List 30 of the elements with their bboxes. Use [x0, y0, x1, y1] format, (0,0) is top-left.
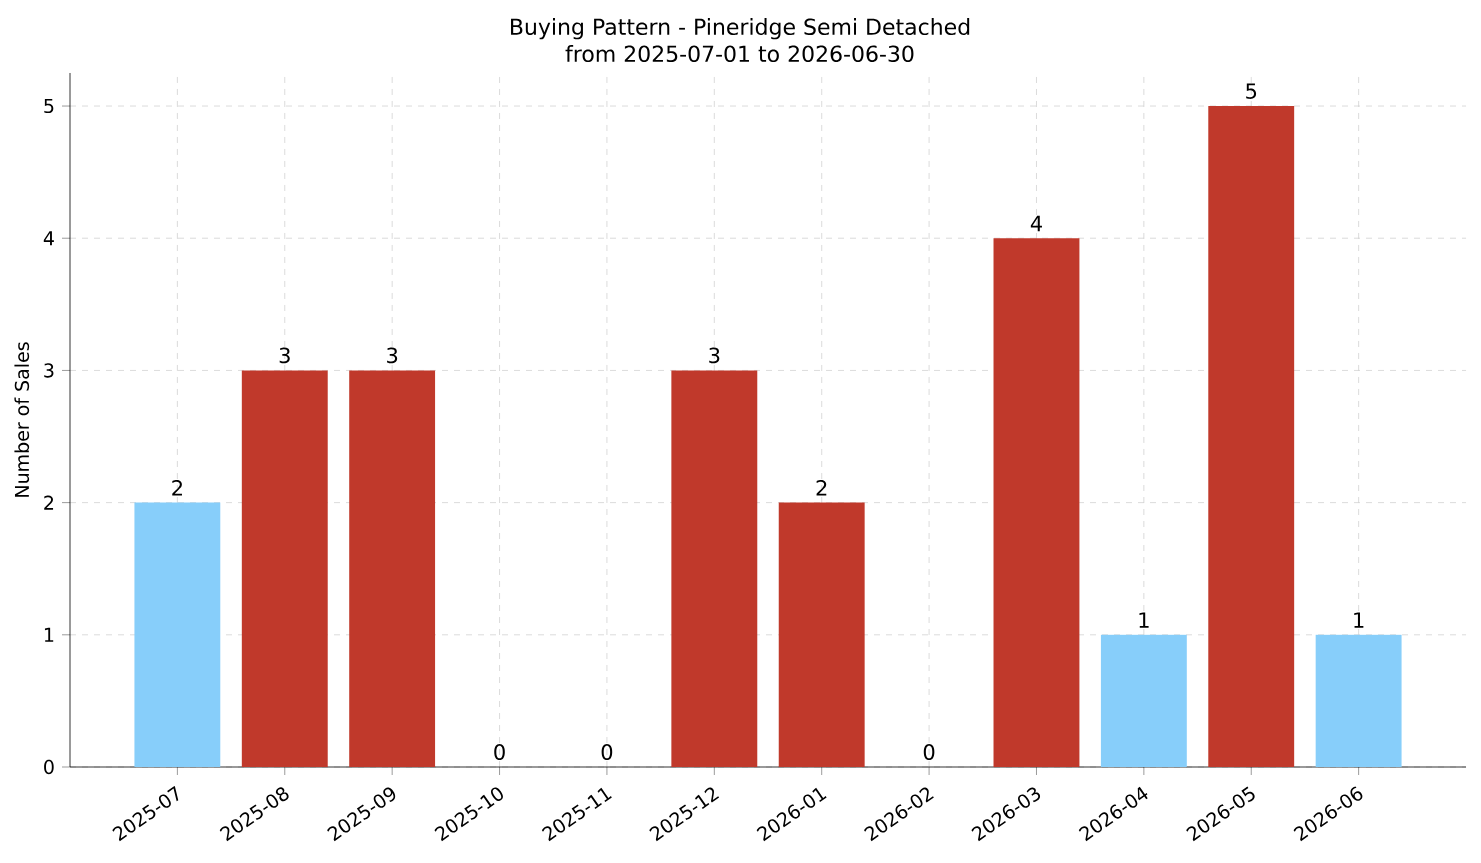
data-label: 3 — [279, 347, 290, 364]
y-axis-title: Number of Sales — [14, 342, 30, 497]
bar — [1208, 106, 1295, 767]
data-label: 0 — [923, 744, 935, 760]
bar — [349, 370, 436, 767]
y-tick-label: 5 — [44, 98, 54, 114]
data-label: 2 — [816, 479, 827, 496]
data-label: 2 — [172, 479, 182, 496]
data-label: 5 — [1246, 83, 1257, 99]
bar — [671, 370, 758, 767]
bar — [778, 502, 865, 767]
data-label: 0 — [601, 744, 613, 760]
chart-subtitle: from 2025-07-01 to 2026-06-30 — [565, 45, 914, 63]
chart-title: Buying Pattern - Pineridge Semi Detached — [511, 18, 970, 40]
y-tick-label: 1 — [44, 627, 54, 642]
data-label: 1 — [1354, 612, 1364, 628]
bar — [134, 502, 221, 767]
bar — [1315, 634, 1402, 767]
y-tick-label: 3 — [44, 363, 54, 378]
y-tick-label: 0 — [44, 759, 54, 775]
data-label: 1 — [1139, 612, 1149, 628]
y-tick-label: 2 — [44, 495, 54, 510]
data-label: 3 — [387, 347, 398, 364]
data-label: 4 — [1030, 215, 1042, 232]
bar — [241, 370, 328, 767]
data-label: 0 — [494, 744, 505, 760]
bar — [993, 238, 1080, 767]
data-label: 3 — [709, 347, 720, 364]
y-tick-label: 4 — [43, 231, 54, 246]
bar — [1100, 634, 1187, 767]
